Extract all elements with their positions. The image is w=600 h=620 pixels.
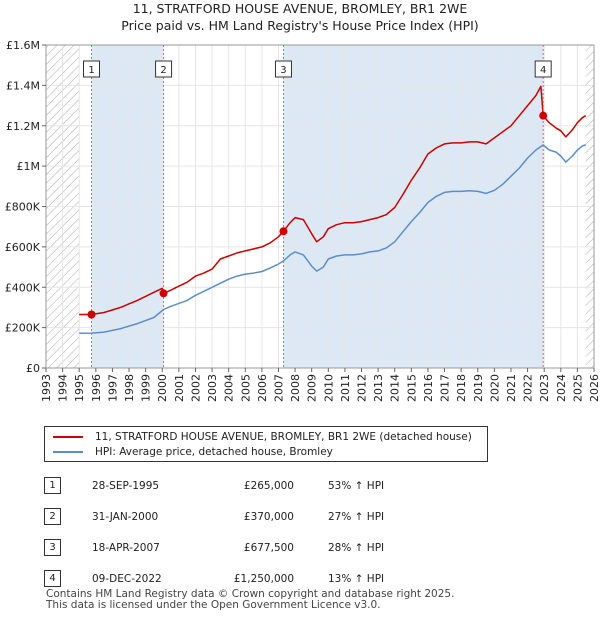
chart-title: 11, STRATFORD HOUSE AVENUE, BROMLEY, BR1… [132, 1, 468, 16]
x-tick-label: 2002 [189, 374, 202, 402]
price-chart: £0 £200K £400K £600K £800K £1M £1.2M £1.4M £1.6M… [5, 39, 600, 402]
sale-point [87, 310, 96, 319]
y-tick-label: £1.2M [6, 120, 40, 133]
sale-hpi-change: 28% ↑ HPI [328, 541, 385, 554]
y-tick-label: £800K [5, 201, 41, 214]
sale-point [279, 227, 288, 236]
sale-hpi-change: 53% ↑ HPI [328, 479, 385, 492]
x-tick-label: 2004 [223, 374, 236, 402]
x-tick-label: 2008 [289, 374, 302, 402]
sale-price: £1,250,000 [233, 572, 294, 585]
sale-hpi-change: 27% ↑ HPI [328, 510, 385, 523]
x-tick-label: 2003 [206, 374, 219, 402]
sale-marker-box [155, 60, 173, 78]
x-tick-label: 1999 [140, 374, 153, 402]
sale-marker-label: 2 [160, 65, 166, 76]
sale-date: 09-DEC-2022 [92, 572, 162, 585]
y-tick-label: £1.4M [6, 79, 40, 92]
x-tick-label: 2000 [156, 374, 169, 402]
sale-price: £370,000 [243, 510, 294, 523]
x-tick-label: 2012 [356, 374, 369, 402]
legend-item-price: 11, STRATFORD HOUSE AVENUE, BROMLEY, BR1… [53, 430, 472, 444]
sale-date: 18-APR-2007 [92, 541, 160, 554]
table-row: 1 28-SEP-1995 £265,000 53% ↑ HPI [38, 470, 384, 501]
sale-marker-box [274, 60, 292, 78]
x-tick-label: 2014 [389, 374, 402, 402]
legend-label-hpi: HPI: Average price, detached house, Brom… [95, 446, 333, 458]
footer-line-2: This data is licensed under the Open Gov… [46, 599, 381, 611]
price-paid-line [79, 85, 587, 316]
hpi-line [79, 144, 586, 335]
x-tick-label: 2023 [538, 374, 551, 402]
x-tick-label: 2019 [472, 374, 485, 402]
legend-swatch-price [53, 436, 83, 438]
x-tick-label: 2001 [173, 374, 186, 402]
y-tick-label: £1M [17, 160, 41, 173]
sale-marker-label: 4 [540, 65, 546, 76]
sale-number-badge: 1 [44, 477, 61, 494]
sale-number-badge: 2 [44, 508, 61, 525]
y-tick-label: £200K [5, 322, 41, 335]
sale-marker-box [83, 60, 101, 78]
x-tick-label: 2020 [488, 374, 501, 402]
x-tick-label: 1998 [123, 374, 136, 402]
y-tick-label: £0 [26, 362, 40, 375]
x-tick-label: 2015 [405, 374, 418, 402]
x-tick-label: 2009 [306, 374, 319, 402]
x-tick-label: 2006 [256, 374, 269, 402]
footer-attribution: Contains HM Land Registry data © Crown c… [46, 589, 454, 611]
table-row: 4 09-DEC-2022 £1,250,000 13% ↑ HPI [38, 563, 384, 594]
x-tick-label: 2013 [372, 374, 385, 402]
legend-item-hpi: HPI: Average price, detached house, Brom… [53, 445, 333, 459]
x-tick-label: 2011 [339, 374, 352, 402]
sale-marker-label: 3 [280, 65, 286, 76]
x-tick-label: 2018 [455, 374, 468, 402]
x-tick-label: 2007 [272, 374, 285, 402]
x-tick-label: 1994 [57, 374, 70, 402]
table-row: 3 18-APR-2007 £677,500 28% ↑ HPI [38, 532, 384, 563]
x-tick-label: 2025 [571, 374, 584, 402]
x-tick-label: 1993 [40, 374, 53, 402]
y-tick-label: £400K [5, 281, 41, 294]
sale-date: 28-SEP-1995 [92, 479, 160, 492]
sale-marker-box [534, 60, 552, 78]
y-tick-label: £600K [5, 241, 41, 254]
sale-point [159, 289, 168, 298]
legend-label-price: 11, STRATFORD HOUSE AVENUE, BROMLEY, BR1… [95, 431, 472, 443]
x-tick-label: 1996 [90, 374, 103, 402]
x-tick-label: 2016 [422, 374, 435, 402]
x-tick-label: 2005 [239, 374, 252, 402]
x-tick-label: 1995 [73, 374, 86, 402]
x-tick-label: 2021 [505, 374, 518, 402]
x-tick-label: 2017 [439, 374, 452, 402]
sale-price: £265,000 [243, 479, 294, 492]
sale-number-badge: 4 [44, 570, 61, 587]
sale-hpi-change: 13% ↑ HPI [328, 572, 385, 585]
sales-table: 1 28-SEP-1995 £265,000 53% ↑ HPI 2 31-JA… [38, 470, 384, 594]
chart-legend: 11, STRATFORD HOUSE AVENUE, BROMLEY, BR1… [44, 426, 488, 462]
sale-marker-label: 1 [88, 65, 94, 76]
legend-swatch-hpi [53, 451, 83, 453]
x-tick-label: 1997 [106, 374, 119, 402]
table-row: 2 31-JAN-2000 £370,000 27% ↑ HPI [38, 501, 384, 532]
x-tick-label: 2010 [322, 374, 335, 402]
footer-line-1: Contains HM Land Registry data © Crown c… [46, 588, 455, 600]
chart-subtitle: Price paid vs. HM Land Registry's House … [121, 18, 479, 33]
sale-number-badge: 3 [44, 539, 61, 556]
x-tick-label: 2024 [555, 374, 568, 402]
sale-date: 31-JAN-2000 [92, 510, 159, 523]
x-tick-label: 2022 [522, 374, 535, 402]
sale-point [539, 111, 548, 120]
sale-price: £677,500 [243, 541, 294, 554]
x-tick-label: 2026 [588, 374, 600, 402]
y-tick-label: £1.6M [6, 39, 40, 52]
